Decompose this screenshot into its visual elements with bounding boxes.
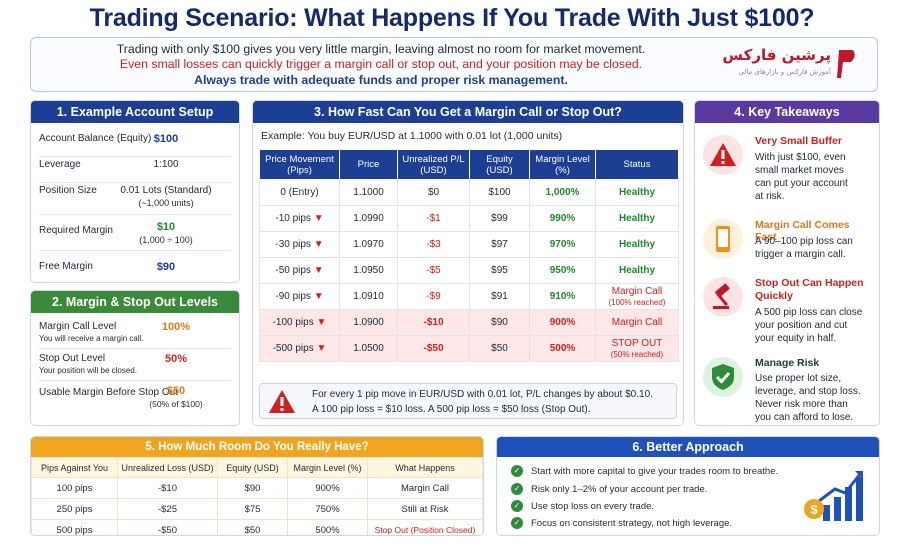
page-title: Trading Scenario: What Happens If You Tr… bbox=[89, 4, 815, 32]
col-header: What Happens bbox=[367, 457, 483, 478]
gavel-icon bbox=[703, 277, 743, 317]
table-row: -50 pips ▼ 1.0950 -$5 $95 950% Healthy bbox=[259, 257, 679, 284]
col-header: Margin Level (%) bbox=[529, 149, 596, 180]
brand-logo-icon bbox=[837, 50, 855, 78]
col-header: Price Movement (Pips) bbox=[259, 149, 340, 180]
list-item: ✓ Use stop loss on every trade. bbox=[511, 500, 654, 512]
col-header: Margin Level (%) bbox=[287, 457, 368, 478]
shield-check-icon bbox=[703, 357, 743, 397]
intro-line-2: Even small losses can quickly trigger a … bbox=[119, 57, 643, 71]
margin-call-speed-title: 3. How Fast Can You Get a Margin Call or… bbox=[253, 101, 683, 123]
table-row: -500 pips ▼ 1.0500 -$50 $50 500% STOP OU… bbox=[259, 335, 679, 362]
intro-banner: Trading with only $100 gives you very li… bbox=[30, 37, 878, 92]
list-item: ✓ Focus on consistent strategy, not high … bbox=[511, 517, 732, 529]
table-row: 250 pips -$25 $75 750% Still at Risk bbox=[31, 498, 483, 520]
warning-icon bbox=[269, 390, 295, 413]
margin-levels-panel: 2. Margin & Stop Out Levels Margin Call … bbox=[30, 290, 240, 426]
col-header: Equity (USD) bbox=[469, 149, 530, 180]
margin-call-level-row: Margin Call Level You will receive a mar… bbox=[39, 321, 231, 349]
intro-line-1: Trading with only $100 gives you very li… bbox=[116, 42, 646, 56]
down-arrow-icon: ▼ bbox=[313, 213, 324, 224]
table-row: 500 pips -$50 $50 500% Stop Out (Position Cl… bbox=[31, 519, 483, 535]
down-arrow-icon: ▼ bbox=[313, 291, 324, 302]
check-icon: ✓ bbox=[511, 483, 523, 495]
takeaway-small-buffer: Very Small Buffer With just $100, even s… bbox=[703, 135, 871, 207]
check-icon: ✓ bbox=[511, 517, 523, 529]
usable-margin-row: Usable Margin Before Stop Out $50 (50% o… bbox=[39, 385, 203, 409]
key-takeaways-panel: 4. Key Takeaways Very Small Buffer With … bbox=[694, 100, 880, 426]
room-table: Pips Against You Unrealized Loss (USD) E… bbox=[31, 457, 483, 535]
down-arrow-icon: ▼ bbox=[316, 317, 327, 328]
intro-line-3: Always trade with adequate funds and pro… bbox=[194, 73, 568, 87]
check-icon: ✓ bbox=[511, 500, 523, 512]
room-panel: 5. How Much Room Do You Really Have? Pip… bbox=[30, 436, 484, 536]
position-size-row: Position Size 0.01 Lots (Standard) (~1,0… bbox=[39, 185, 231, 215]
room-title: 5. How Much Room Do You Really Have? bbox=[31, 437, 483, 457]
check-icon: ✓ bbox=[511, 465, 523, 477]
scenario-table: Price Movement (Pips) Price Unrealized P… bbox=[259, 149, 679, 362]
list-item: ✓ Risk only 1–2% of your account per trad… bbox=[511, 483, 707, 495]
warning-icon bbox=[703, 135, 743, 175]
takeaway-margin-call-fast: Margin Call Comes Fast A 90–100 pip loss… bbox=[703, 219, 871, 263]
better-approach-panel: 6. Better Approach ✓ Start with more capi… bbox=[496, 436, 880, 536]
table-row: -100 pips ▼ 1.0900 -$10 $90 900% Margin … bbox=[259, 309, 679, 336]
account-balance-row: Account Balance (Equity) $100 bbox=[39, 133, 231, 157]
table-row: -90 pips ▼ 1.0910 -$9 $91 910% Margin Ca… bbox=[259, 283, 679, 310]
margin-call-speed-panel: 3. How Fast Can You Get a Margin Call or… bbox=[252, 100, 684, 426]
table-row: -10 pips ▼ 1.0990 -$1 $99 990% Healthy bbox=[259, 205, 679, 232]
phone-icon bbox=[703, 219, 743, 259]
growth-chart-icon: $ bbox=[804, 471, 863, 521]
takeaway-manage-risk: Manage Risk Use proper lot size, leverag… bbox=[703, 357, 871, 423]
svg-text:$: $ bbox=[810, 502, 818, 517]
trade-example: Example: You buy EUR/USD at 1.1000 with … bbox=[261, 130, 563, 142]
free-margin-row: Free Margin $90 bbox=[39, 261, 176, 273]
account-setup-panel: 1. Example Account Setup Account Balance… bbox=[30, 100, 240, 283]
brand-logo: پرشین فارکس آموزش فارکس و بازارهای مالی bbox=[711, 44, 861, 88]
pip-value-note: For every 1 pip move in EUR/USD with 0.0… bbox=[259, 383, 677, 419]
col-header: Unrealized P/L (USD) bbox=[397, 149, 470, 180]
takeaway-stop-out: Stop Out Can Happen Quickly A 500 pip lo… bbox=[703, 277, 871, 347]
list-item: ✓ Start with more capital to give your tr… bbox=[511, 465, 778, 477]
col-header: Status bbox=[595, 149, 679, 180]
col-header: Pips Against You bbox=[31, 457, 118, 478]
down-arrow-icon: ▼ bbox=[313, 265, 324, 276]
col-header: Equity (USD) bbox=[217, 457, 288, 478]
better-approach-title: 6. Better Approach bbox=[497, 437, 879, 457]
table-row: 100 pips -$10 $90 900% Margin Call bbox=[31, 477, 483, 499]
leverage-row: Leverage 1:100 bbox=[39, 159, 231, 183]
margin-levels-title: 2. Margin & Stop Out Levels bbox=[31, 291, 239, 313]
required-margin-row: Required Margin $10 (1,000 ÷ 100) bbox=[39, 221, 231, 251]
table-row: 0 (Entry) 1.1000 $0 $100 1,000% Healthy bbox=[259, 179, 679, 206]
key-takeaways-title: 4. Key Takeaways bbox=[695, 101, 879, 123]
col-header: Price bbox=[339, 149, 398, 180]
down-arrow-icon: ▼ bbox=[316, 343, 327, 354]
col-header: Unrealized Loss (USD) bbox=[117, 457, 218, 478]
stop-out-level-row: Stop Out Level Your position will be clo… bbox=[39, 353, 231, 381]
down-arrow-icon: ▼ bbox=[313, 239, 324, 250]
table-row: -30 pips ▼ 1.0970 -$3 $97 970% Healthy bbox=[259, 231, 679, 258]
account-setup-title: 1. Example Account Setup bbox=[31, 101, 239, 123]
